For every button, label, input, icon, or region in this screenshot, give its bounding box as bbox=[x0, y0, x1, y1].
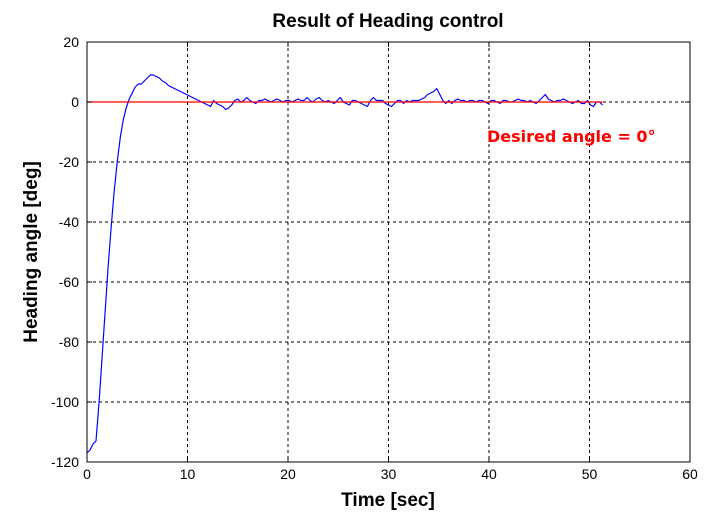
x-tick-label: 10 bbox=[180, 466, 196, 482]
data-series bbox=[86, 74, 604, 454]
y-tick-label: -120 bbox=[51, 454, 79, 470]
y-tick-label: -100 bbox=[51, 394, 79, 410]
x-tick-label: 50 bbox=[582, 466, 598, 482]
heading-angle-series-line bbox=[86, 74, 604, 454]
x-tick-label: 60 bbox=[682, 466, 698, 482]
chart-title: Result of Heading control bbox=[272, 11, 503, 32]
y-axis-label: Heading angle [deg] bbox=[21, 161, 42, 343]
y-tick-label: -60 bbox=[59, 274, 79, 290]
x-tick-label: 0 bbox=[83, 466, 91, 482]
x-tick-label: 40 bbox=[481, 466, 497, 482]
desired-angle-annotation: Desired angle = 0° bbox=[487, 127, 656, 146]
y-tick-label: 0 bbox=[71, 94, 79, 110]
y-tick-label: 20 bbox=[63, 34, 79, 50]
x-tick-label: 20 bbox=[280, 466, 296, 482]
x-tick-label: 30 bbox=[381, 466, 397, 482]
axis-ticks: 0 10 20 30 40 50 60 20 0 -20 -40 -60 -80 -100 -120 bbox=[51, 34, 698, 482]
y-tick-label: -20 bbox=[59, 154, 79, 170]
x-axis-label: Time [sec] bbox=[341, 490, 435, 511]
y-tick-label: -40 bbox=[59, 214, 79, 230]
y-tick-label: -80 bbox=[59, 334, 79, 350]
